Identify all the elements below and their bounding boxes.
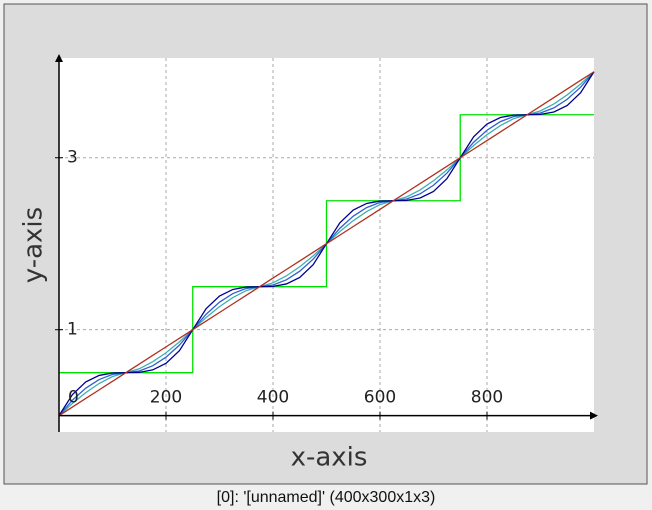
status-text: [0]: '[unnamed]' (400x300x1x3) — [217, 489, 436, 506]
x-axis-label: x-axis — [291, 443, 368, 473]
curve — [58, 71, 595, 417]
x-tick-label: 0 — [68, 388, 79, 408]
x-tick-label: 800 — [471, 388, 503, 408]
x-tick-label: 400 — [257, 388, 289, 408]
x-axis-arrow — [590, 411, 598, 420]
y-tick-label: 3 — [67, 148, 78, 168]
y-axis-label: y-axis — [19, 207, 49, 283]
y-axis-arrow — [55, 54, 63, 62]
y-tick-label: 1 — [67, 320, 78, 340]
x-tick-label: 600 — [364, 388, 396, 408]
x-tick-label: 200 — [150, 388, 182, 408]
